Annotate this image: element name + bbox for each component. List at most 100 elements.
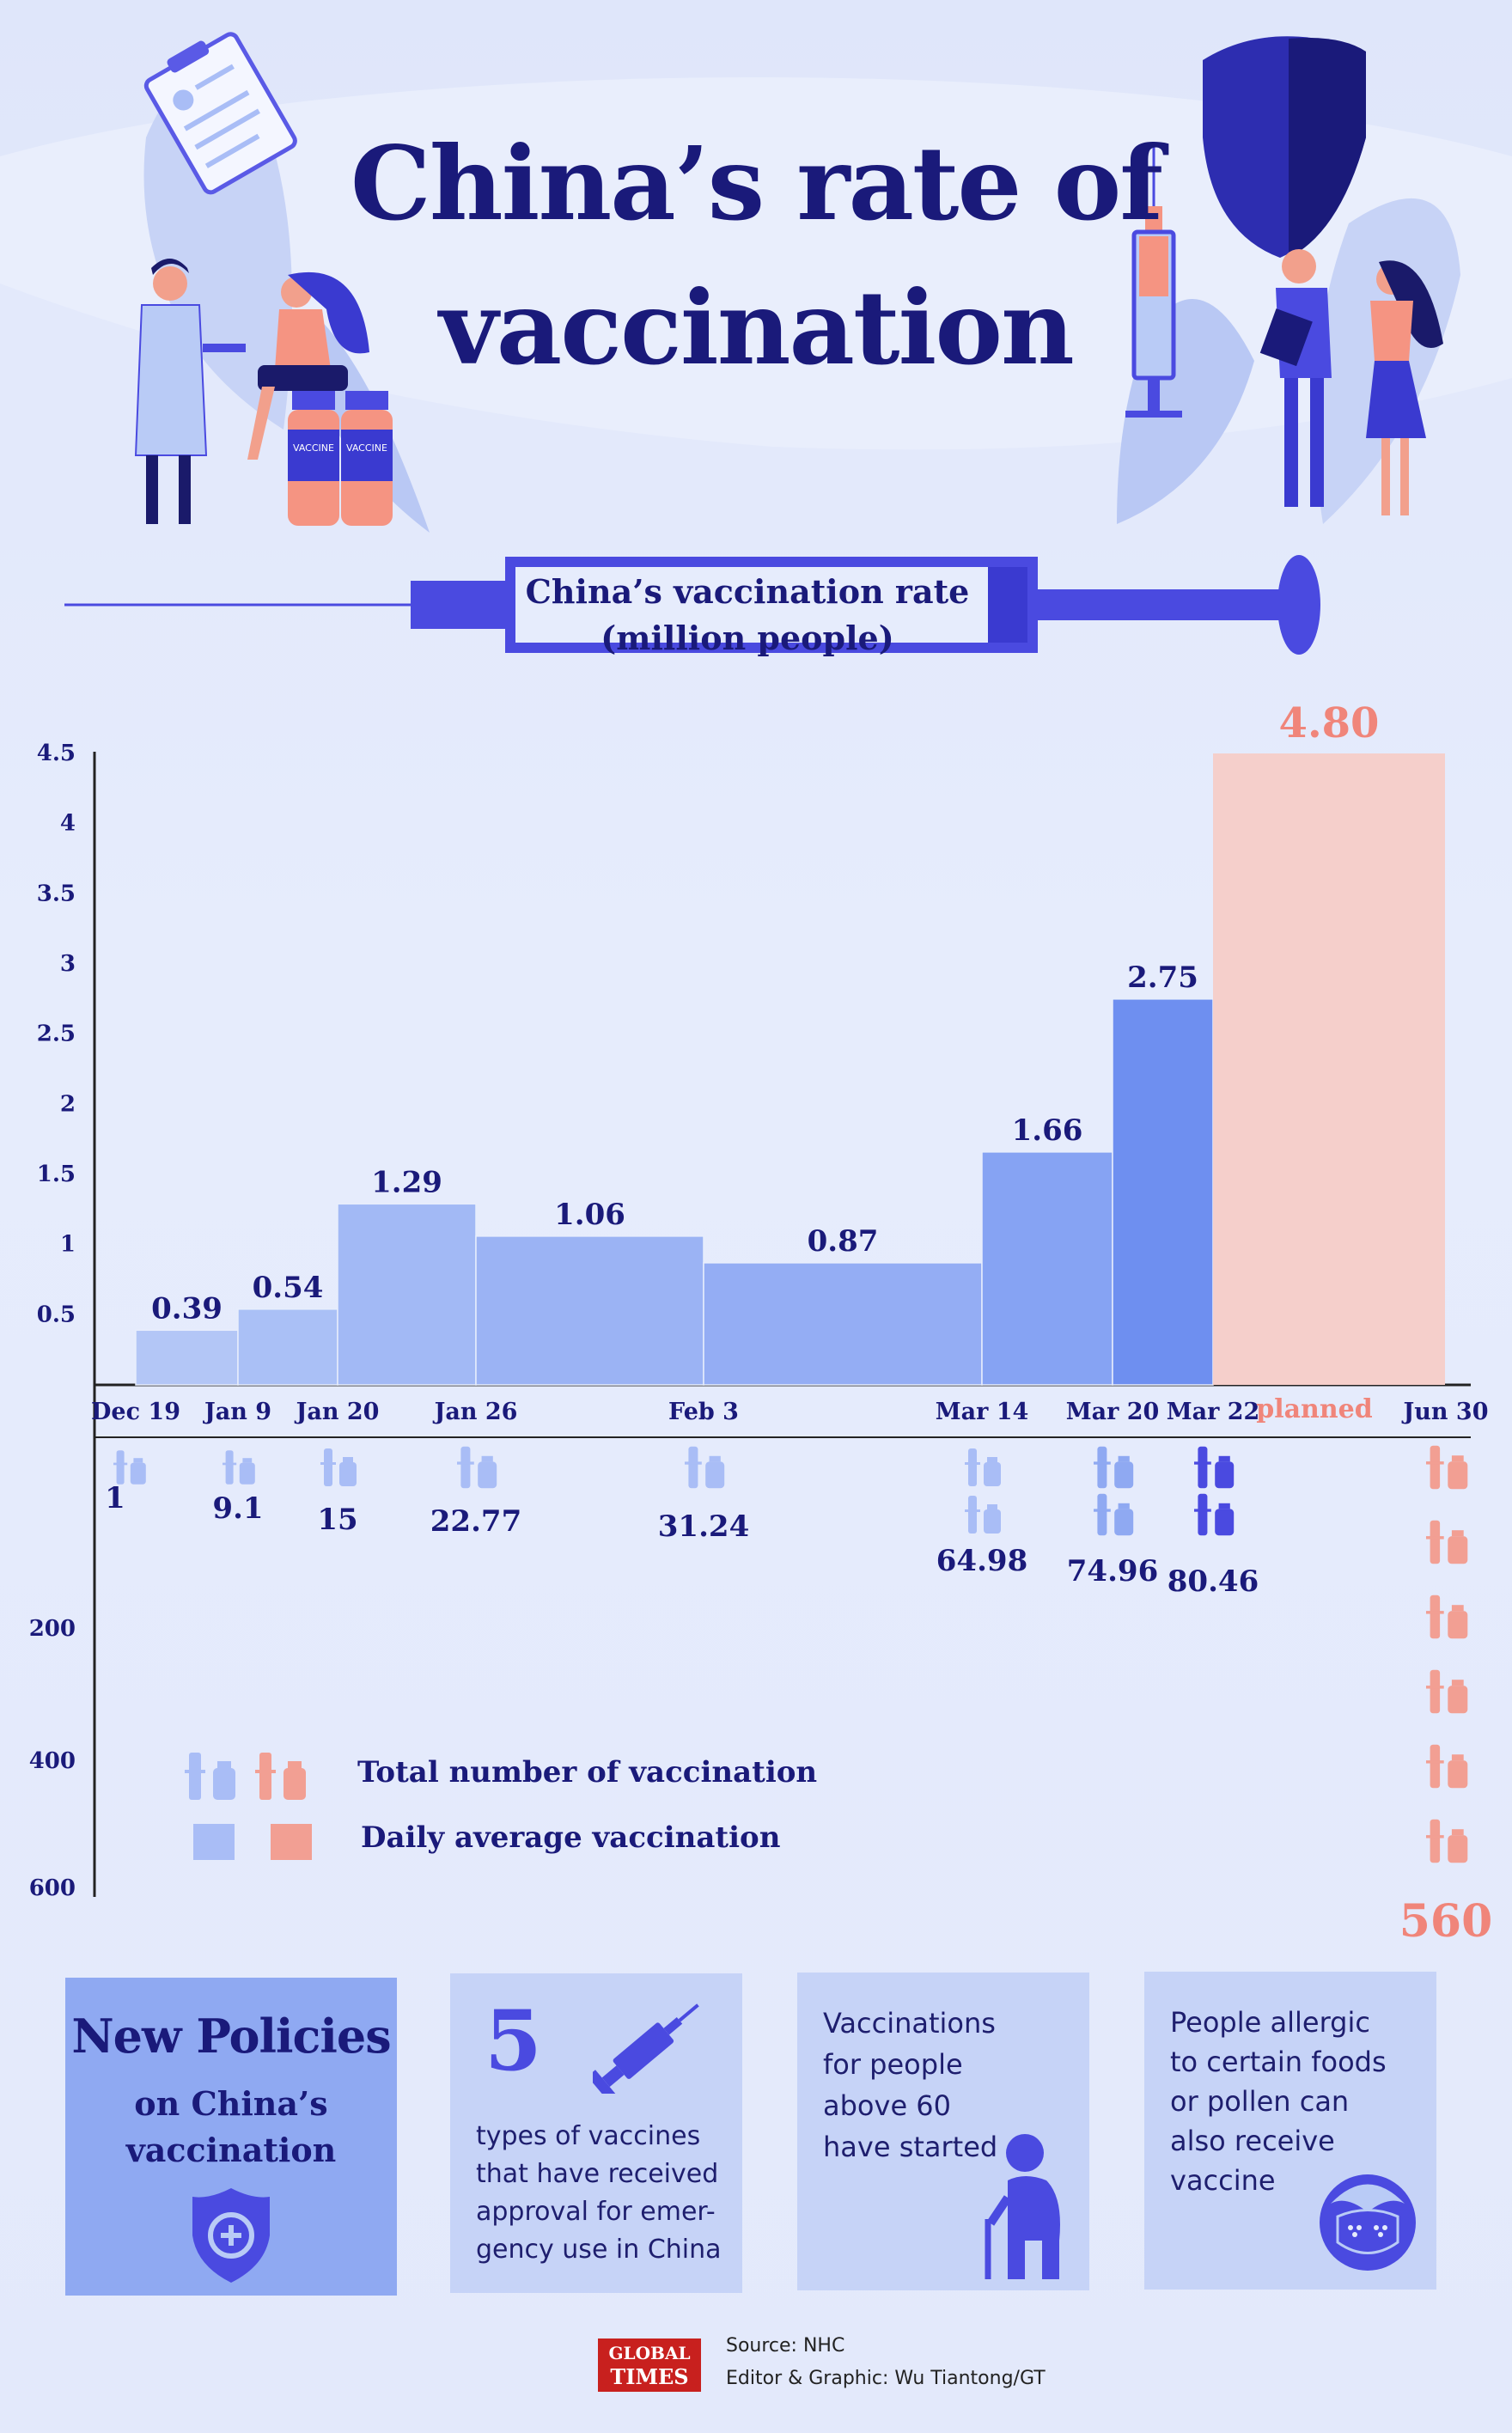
- bar-daily-jan-26: [475, 1235, 704, 1386]
- vial-shape: [130, 1462, 146, 1485]
- y-tick-label: 3: [60, 951, 76, 977]
- bar-daily-dec-19: [135, 1329, 239, 1386]
- y-tick-label: 3.5: [37, 881, 76, 906]
- y-tick-label: 2.5: [37, 1021, 76, 1047]
- card-vaccine-types: 5 types of vaccines that have received a…: [450, 1973, 742, 2293]
- total-icon: [1426, 1445, 1468, 1490]
- syringe-grip: [1194, 1461, 1211, 1465]
- total-icon: [1194, 1493, 1235, 1536]
- vial-cap: [242, 1458, 253, 1463]
- bar-daily-jan-20: [337, 1203, 477, 1386]
- bar-value-label: 4.80: [1279, 699, 1380, 747]
- vial-shape: [1448, 1686, 1468, 1714]
- syringe-grip: [1426, 1760, 1444, 1764]
- card-allergic-line-3: or pollen can: [1170, 2085, 1350, 2118]
- global-times-logo: GLOBAL TIMES: [598, 2338, 701, 2392]
- footer-credit: Editor & Graphic: Wu Tiantong/GT: [726, 2368, 1046, 2389]
- syringe-grip: [223, 1462, 237, 1466]
- syringe-grip: [965, 1509, 980, 1512]
- syringe-grip: [320, 1462, 336, 1465]
- vial-shape: [1448, 1536, 1468, 1564]
- y-tick-label: 2: [60, 1091, 76, 1117]
- card-above-60-line-2: for people: [823, 2048, 963, 2081]
- vial-cap: [987, 1457, 997, 1462]
- bar-value-label: 0.87: [808, 1224, 879, 1259]
- total-icon: [1194, 1446, 1235, 1489]
- total-icon: [965, 1496, 1001, 1534]
- bar-value-label: 1.29: [371, 1165, 442, 1199]
- total-tick-label: 600: [29, 1875, 76, 1901]
- bar-value-label: 0.54: [253, 1271, 324, 1305]
- vaccination-chart: 0.5 1 1.5 2 2.5 3 3.5 4 4.5 0.39 0.54 1.29 1.06 0.87 1…: [29, 699, 1493, 1948]
- syringe-shape: [1430, 1520, 1441, 1564]
- syringe-banner: [64, 555, 1320, 655]
- vial-shape: [1448, 1461, 1468, 1490]
- vial-shape: [984, 1462, 1001, 1486]
- date-label: Jun 30: [1401, 1399, 1488, 1425]
- vial-cap: [1218, 1503, 1230, 1509]
- total-value-label: 15: [317, 1503, 357, 1537]
- shield-icon: [1203, 36, 1366, 258]
- card-allergic-line-4: also receive: [1170, 2125, 1335, 2157]
- vial-cap: [343, 1457, 353, 1462]
- date-label: Jan 26: [433, 1399, 518, 1425]
- syringe-shape: [324, 1448, 332, 1486]
- syringe-grip: [457, 1461, 474, 1465]
- total-icon: [1094, 1446, 1134, 1489]
- vial-shape: [1114, 1461, 1134, 1489]
- couple-figure: [1259, 249, 1443, 515]
- vial-cap: [481, 1455, 493, 1462]
- card-vaccine-types-line-2: that have received: [476, 2159, 719, 2189]
- vial-cap: [1451, 1530, 1464, 1537]
- legend-icon-total-blue: [185, 1753, 235, 1800]
- total-icon: [320, 1448, 357, 1486]
- syringe-shape: [225, 1450, 234, 1485]
- total-value-label: 9.1: [212, 1491, 263, 1526]
- vial-cap: [1451, 1680, 1464, 1686]
- legend-swatch-daily-blue: [193, 1824, 235, 1860]
- syringe-shape: [1097, 1493, 1107, 1536]
- vial-shape: [239, 1462, 255, 1485]
- bar-daily-mar-20: [1112, 998, 1214, 1386]
- y-tick-label: 0.5: [37, 1302, 76, 1327]
- elderly-person-icon: [985, 2134, 1060, 2279]
- total-icon: [457, 1446, 497, 1489]
- header-illustration: VACCINE VACCINE: [0, 32, 1512, 550]
- bar-value-label: 1.06: [554, 1198, 625, 1232]
- syringe-grip: [965, 1462, 980, 1465]
- vaccine-bottles: VACCINE VACCINE: [288, 391, 393, 526]
- syringe-shape: [1430, 1595, 1441, 1639]
- vial-cap: [1118, 1455, 1130, 1462]
- bar-daily-mar-14: [981, 1151, 1113, 1386]
- vial-cap: [1451, 1455, 1464, 1462]
- title-line-1: China’s rate of: [350, 124, 1163, 243]
- syringe-grip: [1094, 1461, 1111, 1465]
- vial-shape: [1114, 1509, 1134, 1536]
- total-icon: [1094, 1493, 1134, 1536]
- card-above-60-line-1: Vaccinations: [823, 2007, 996, 2040]
- page-title: China’s rate of vaccination: [0, 112, 1512, 400]
- doctor-figure: [134, 259, 246, 524]
- syringe-shape: [1430, 1445, 1441, 1490]
- title-line-2: vaccination: [439, 268, 1075, 387]
- vial-shape: [478, 1461, 497, 1489]
- syringe-icon: [593, 2003, 699, 2094]
- syringe-shape: [688, 1446, 698, 1489]
- syringe-shape: [968, 1448, 977, 1486]
- syringe-grip: [1426, 1461, 1444, 1465]
- syringe-shape: [460, 1446, 471, 1489]
- logo-line-2: TIMES: [610, 2364, 689, 2389]
- legend-label-total: Total number of vaccination: [357, 1755, 818, 1790]
- bar-value-label: 2.75: [1127, 960, 1198, 995]
- vial-cap: [709, 1455, 721, 1462]
- vaccine-label-2: VACCINE: [346, 442, 387, 454]
- total-value-label: 74.96: [1067, 1554, 1158, 1588]
- planned-label: planned: [1256, 1394, 1373, 1424]
- syringe-shape: [116, 1450, 125, 1485]
- vial-shape: [984, 1509, 1001, 1534]
- legend-label-daily: Daily average vaccination: [361, 1820, 781, 1855]
- legend: [185, 1753, 312, 1860]
- vial-cap: [1451, 1754, 1464, 1761]
- bar-value-label: 0.39: [151, 1291, 223, 1326]
